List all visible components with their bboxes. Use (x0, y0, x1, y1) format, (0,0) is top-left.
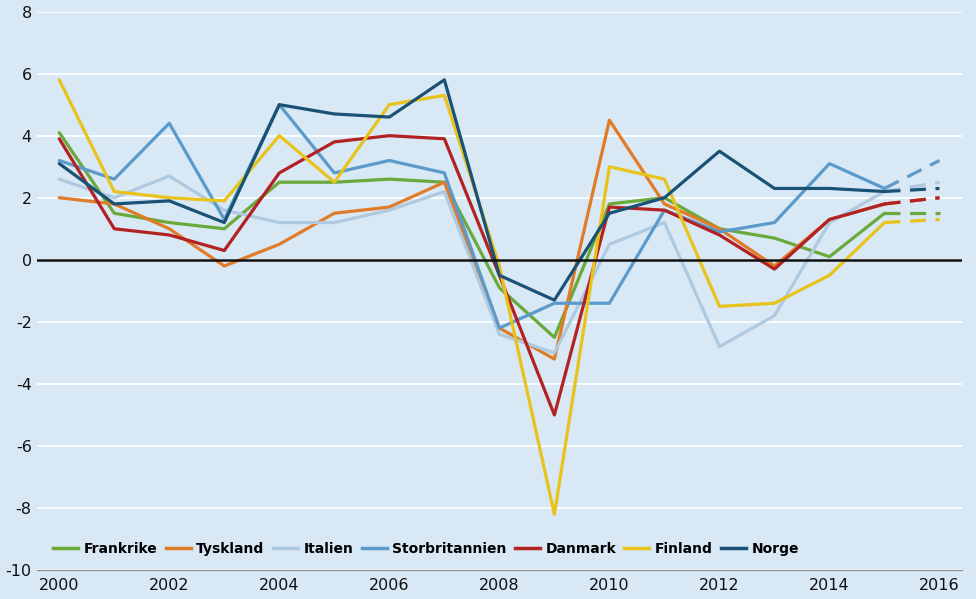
Legend: Frankrike, Tyskland, Italien, Storbritannien, Danmark, Finland, Norge: Frankrike, Tyskland, Italien, Storbritan… (49, 538, 803, 561)
